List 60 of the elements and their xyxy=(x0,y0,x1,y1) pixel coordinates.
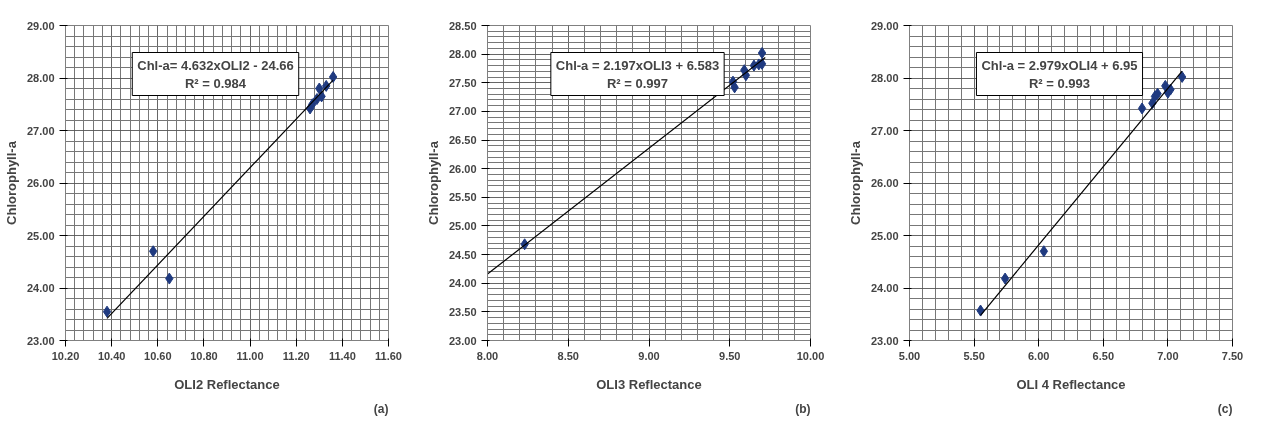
y-tick-label: 24.50 xyxy=(448,248,477,261)
y-tick-label: 24.00 xyxy=(26,282,55,294)
y-tick-label: 26.00 xyxy=(870,177,899,189)
x-tick-label: 9.50 xyxy=(719,349,741,362)
y-tick-label: 27.50 xyxy=(448,76,477,89)
y-tick-label: 24.00 xyxy=(870,282,899,294)
x-tick-label: 11.00 xyxy=(236,349,264,362)
annotation: Chl-a = 2.979xOLI4 + 6.95 xyxy=(981,57,1138,73)
x-tick-label: 7.00 xyxy=(1157,349,1179,362)
annotation: R² = 0.993 xyxy=(1028,75,1091,91)
y-tick-label: 28.00 xyxy=(448,48,477,61)
x-tick-label: 7.50 xyxy=(1221,349,1244,362)
x-tick-label: 6.00 xyxy=(1028,349,1050,362)
y-tick-label: 26.50 xyxy=(448,134,477,147)
x-tick-label: 10.60 xyxy=(144,349,172,362)
x-tick-label: 10.80 xyxy=(190,349,218,362)
y-tick-label: 25.50 xyxy=(448,191,477,204)
x-tick-label: 5.50 xyxy=(963,349,985,362)
y-tick-label: 29.00 xyxy=(870,19,899,32)
x-tick-label: 6.50 xyxy=(1092,349,1115,362)
x-tick-label: 8.50 xyxy=(557,349,579,362)
x-axis-title: OLI3 Reflectance xyxy=(596,376,702,392)
x-tick-label: 11.20 xyxy=(282,349,310,362)
x-tick-label: 8.00 xyxy=(476,349,499,362)
x-tick-label: 10.40 xyxy=(97,349,126,362)
y-tick-label: 26.00 xyxy=(26,177,55,189)
y-tick-label: 25.00 xyxy=(870,229,899,242)
y-axis-title: Chlorophyll-a xyxy=(3,140,19,225)
text: (b) xyxy=(795,401,811,416)
x-axis-title: OLI 4 Reflectance xyxy=(1016,376,1126,392)
y-tick-label: 25.00 xyxy=(26,229,55,242)
x-tick-label: 10.00 xyxy=(796,349,825,362)
x-tick-label: 10.20 xyxy=(51,349,80,362)
x-axis-title: OLI2 Reflectance xyxy=(174,376,280,392)
x-tick-label: 11.60 xyxy=(375,349,402,362)
x-tick-label: 9.00 xyxy=(638,349,660,362)
y-tick-label: 27.00 xyxy=(26,124,55,137)
y-tick-label: 28.50 xyxy=(448,19,477,32)
text: (c) xyxy=(1217,401,1233,416)
y-axis-title: Chlorophyll-a xyxy=(847,140,863,225)
y-tick-label: 23.00 xyxy=(448,334,477,347)
y-tick-label: 23.00 xyxy=(870,334,899,347)
y-tick-label: 29.00 xyxy=(26,19,55,32)
annotation: Chl-a= 4.632xOLI2 - 24.66 xyxy=(137,57,294,73)
y-tick-label: 25.00 xyxy=(448,219,477,232)
y-tick-label: 26.00 xyxy=(448,162,477,175)
y-tick-label: 23.50 xyxy=(448,305,477,318)
annotation: R² = 0.997 xyxy=(606,75,669,91)
y-tick-label: 23.00 xyxy=(26,334,55,347)
y-tick-label: 28.00 xyxy=(870,72,899,84)
annotation: Chl-a = 2.197xOLI3 + 6.583 xyxy=(555,57,720,73)
y-axis-title: Chlorophyll-a xyxy=(425,140,441,225)
y-tick-label: 24.00 xyxy=(448,277,477,290)
x-tick-label: 11.40 xyxy=(328,349,356,362)
text: (a) xyxy=(373,401,389,416)
y-tick-label: 27.00 xyxy=(448,105,477,118)
annotation: R² = 0.984 xyxy=(184,75,247,91)
y-tick-label: 28.00 xyxy=(26,72,55,84)
x-tick-label: 5.00 xyxy=(898,349,921,362)
y-tick-label: 27.00 xyxy=(870,124,899,137)
